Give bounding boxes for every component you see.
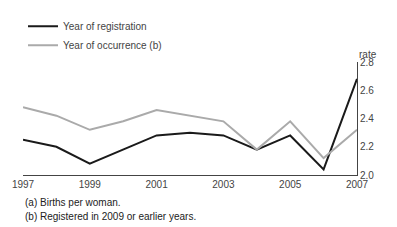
svg-text:2.6: 2.6 bbox=[360, 85, 374, 96]
svg-text:1997: 1997 bbox=[12, 179, 35, 190]
svg-text:(b) Registered in 2009 or earl: (b) Registered in 2009 or earlier years. bbox=[25, 211, 196, 222]
svg-text:Year of registration: Year of registration bbox=[63, 21, 147, 32]
svg-text:2001: 2001 bbox=[145, 179, 168, 190]
svg-text:2003: 2003 bbox=[212, 179, 235, 190]
svg-text:2005: 2005 bbox=[279, 179, 302, 190]
svg-text:2.2: 2.2 bbox=[360, 141, 374, 152]
svg-text:2.0: 2.0 bbox=[360, 170, 374, 181]
svg-text:2.8: 2.8 bbox=[360, 57, 374, 68]
svg-text:Year of occurrence (b): Year of occurrence (b) bbox=[63, 40, 162, 51]
svg-text:2007: 2007 bbox=[346, 179, 369, 190]
svg-text:1999: 1999 bbox=[79, 179, 102, 190]
svg-text:2.4: 2.4 bbox=[360, 113, 374, 124]
svg-text:(a) Births per woman.: (a) Births per woman. bbox=[25, 197, 121, 208]
svg-text:rate: rate bbox=[359, 49, 377, 60]
